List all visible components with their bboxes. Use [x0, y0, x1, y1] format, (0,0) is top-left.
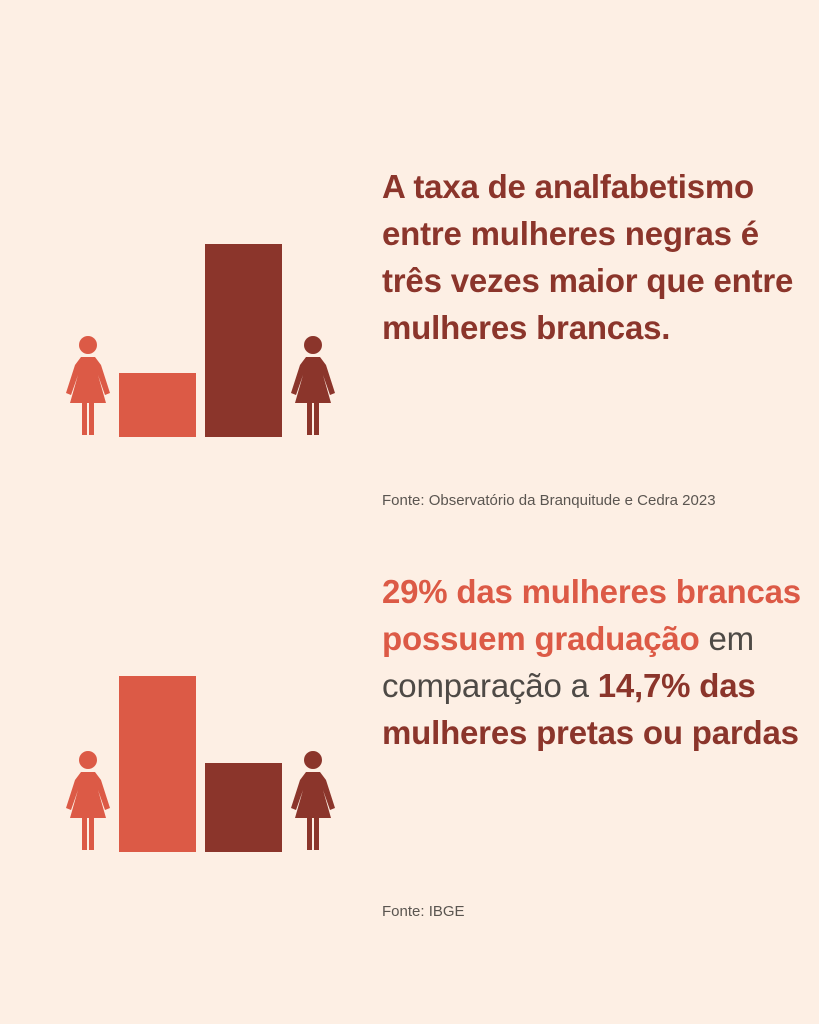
graduation-chart [60, 665, 350, 875]
bar-black-women [205, 763, 282, 852]
graduation-headline-connector: em comparação a [382, 620, 754, 704]
graduation-chart-svg [66, 676, 335, 852]
illiteracy-headline: A taxa de analfabetismo entre mulheres n… [382, 168, 794, 346]
woman-figure-icon [66, 751, 110, 850]
graduation-headline-highlight: 29% das mulheres brancas possuem graduaç… [382, 573, 801, 657]
illiteracy-bars [119, 244, 282, 437]
woman-figure-icon [291, 336, 335, 435]
graduation-bars [119, 676, 282, 852]
bar-black-women [205, 244, 282, 437]
graduation-headline: 29% das mulheres brancas possuem graduaç… [382, 568, 802, 756]
graduation-headline-value: 14,7% [597, 667, 691, 704]
woman-figure-icon [66, 336, 110, 435]
woman-figure-icon [291, 751, 335, 850]
illiteracy-chart [60, 235, 350, 445]
graduation-headline-end: das mulheres pretas ou pardas [382, 667, 799, 751]
bar-white-women [119, 676, 196, 852]
graduation-source: Fonte: IBGE [382, 903, 465, 920]
illiteracy-source: Fonte: Observatório da Branquitude e Ced… [382, 492, 716, 509]
illiteracy-chart-svg [66, 244, 335, 437]
bar-white-women [119, 373, 196, 437]
